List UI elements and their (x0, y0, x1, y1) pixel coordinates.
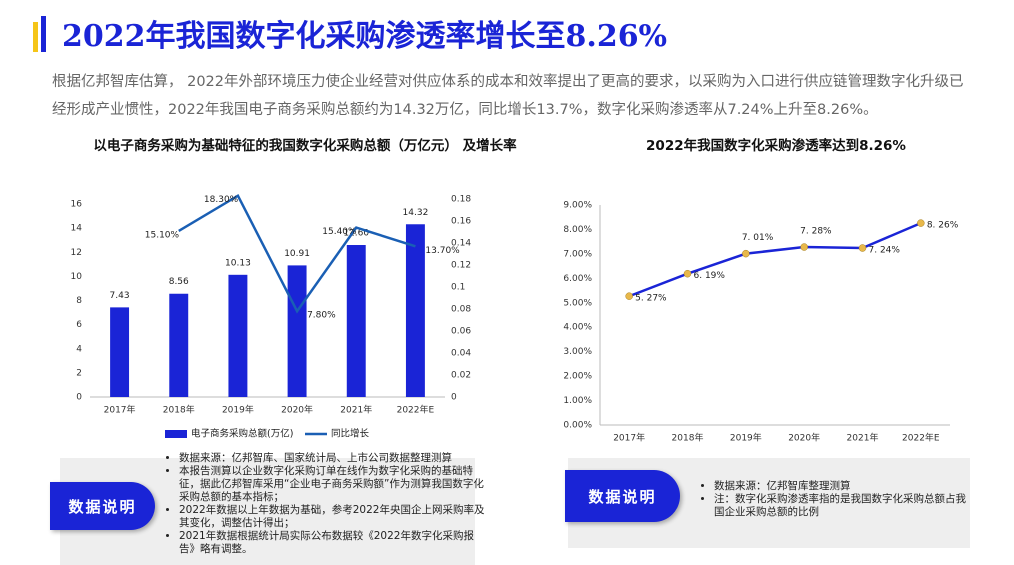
bar (405, 224, 425, 397)
y2-tick-label: 0.06 (451, 327, 471, 337)
notes-label: 数据说明 (50, 482, 155, 530)
x-tick-label: 2020年 (281, 404, 313, 416)
note-item: 数据来源：亿邦智库整理测算 (714, 480, 974, 493)
y-tick-label: 0 (76, 393, 82, 403)
marker (858, 244, 867, 252)
marker (742, 249, 750, 258)
data-label: 18.30% (204, 195, 239, 205)
bar (346, 245, 366, 397)
data-label: 7. 24% (869, 246, 901, 256)
data-label: 13.70% (425, 246, 460, 256)
data-label: 7. 28% (800, 227, 832, 237)
marker (683, 269, 692, 278)
bar (110, 307, 130, 397)
note-item: 2022年数据以上年数据为基础，参考2022年央国企上网采购率及其变化，调整估计… (179, 504, 489, 530)
y-tick-label: 2 (76, 368, 82, 378)
y-tick-label: 6 (76, 320, 82, 330)
y2-tick-label: 0 (451, 393, 457, 403)
y2-tick-label: 0.16 (451, 217, 471, 227)
y-tick-label: 3.00% (563, 347, 592, 357)
data-label: 8. 26% (927, 221, 959, 231)
note-item: 本报告测算以企业数字化采购订单在线作为数字化采购的基础特征，据此亿邦智库采用“企… (179, 465, 489, 504)
y-tick-label: 2.00% (563, 372, 592, 382)
data-label: 10.13 (225, 258, 251, 268)
x-tick-label: 2018年 (672, 432, 704, 444)
accent-bar (33, 22, 38, 52)
y-tick-label: 12 (71, 248, 82, 258)
data-label: 6. 19% (694, 271, 726, 281)
data-label: 7.80% (307, 311, 336, 321)
y2-tick-label: 0.14 (451, 239, 471, 249)
line-series (628, 221, 922, 298)
x-tick-label: 2021年 (340, 404, 372, 416)
y-tick-label: 14 (71, 224, 83, 234)
notes-label: 数据说明 (565, 470, 680, 522)
x-tick-label: 2021年 (847, 432, 879, 444)
y-tick-label: 1.00% (563, 396, 592, 406)
x-tick-label: 2018年 (163, 404, 195, 416)
chart-title: 2022年我国数字化采购渗透率达到8.26% (646, 137, 906, 154)
y-tick-label: 6.00% (563, 274, 592, 284)
page-title: 2022年我国数字化采购渗透率增长至8.26% (62, 19, 667, 54)
x-tick-label: 2022年E (397, 404, 435, 416)
y-tick-label: 8.00% (563, 225, 592, 235)
y2-tick-label: 0.12 (451, 261, 471, 271)
data-label: 8.56 (169, 277, 189, 287)
y-tick-label: 16 (71, 200, 83, 210)
data-label: 5. 27% (635, 294, 667, 304)
note-item: 注：数字化采购渗透率指的是我国数字化采购总额占我国企业采购总额的比例 (714, 493, 974, 519)
x-tick-label: 2017年 (613, 432, 645, 444)
marker (800, 243, 808, 251)
data-label: 10.91 (284, 249, 310, 259)
y-tick-label: 0.00% (563, 421, 592, 431)
x-tick-label: 2022年E (902, 432, 940, 444)
bar (287, 265, 307, 397)
accent-bar (41, 16, 46, 52)
y-tick-label: 8 (76, 296, 82, 306)
data-label: 7.43 (110, 291, 130, 301)
y-tick-label: 4.00% (563, 323, 592, 333)
y2-tick-label: 0.18 (451, 195, 471, 205)
y2-tick-label: 0.04 (451, 349, 471, 359)
y-tick-label: 4 (76, 344, 82, 354)
line-series (178, 193, 416, 314)
y2-tick-label: 0.08 (451, 305, 471, 315)
chart-title: 以电子商务采购为基础特征的我国数字化采购总额（万亿元） 及增长率 (93, 137, 517, 154)
data-label: 15.40% (322, 227, 357, 237)
x-tick-label: 2019年 (730, 432, 762, 444)
y-tick-label: 5.00% (563, 298, 592, 308)
intro-paragraph: 根据亿邦智库估算， 2022年外部环境压力使企业经营对供应体系的成本和效率提出了… (52, 74, 964, 118)
data-label: 15.10% (145, 230, 180, 240)
y2-tick-label: 0.1 (451, 283, 465, 293)
x-tick-label: 2017年 (104, 404, 136, 416)
y-tick-label: 9.00% (563, 201, 592, 211)
y-tick-label: 10 (71, 272, 83, 282)
x-tick-label: 2020年 (788, 432, 820, 444)
marker (625, 292, 633, 300)
data-label: 12.60 (343, 229, 369, 239)
legend-label: 同比增长 (331, 428, 370, 440)
bar (228, 274, 248, 397)
legend-swatch (165, 430, 187, 438)
data-label: 14.32 (403, 208, 429, 218)
note-item: 2021年数据根据统计局实际公布数据较《2022年数字化采购报告》略有调整。 (179, 530, 489, 556)
marker (917, 219, 925, 227)
note-item: 数据来源：亿邦智库、国家统计局、上市公司数据整理测算 (179, 452, 489, 465)
legend-label: 电子商务采购总额(万亿) (191, 428, 293, 440)
x-tick-label: 2019年 (222, 404, 254, 416)
notes-list: 数据来源：亿邦智库、国家统计局、上市公司数据整理测算本报告测算以企业数字化采购订… (165, 452, 489, 556)
notes-list: 数据来源：亿邦智库整理测算注：数字化采购渗透率指的是我国数字化采购总额占我国企业… (700, 480, 974, 519)
data-label: 7. 01% (742, 233, 774, 243)
y2-tick-label: 0.02 (451, 371, 471, 381)
y-tick-label: 7.00% (563, 249, 592, 259)
bar (169, 293, 189, 397)
